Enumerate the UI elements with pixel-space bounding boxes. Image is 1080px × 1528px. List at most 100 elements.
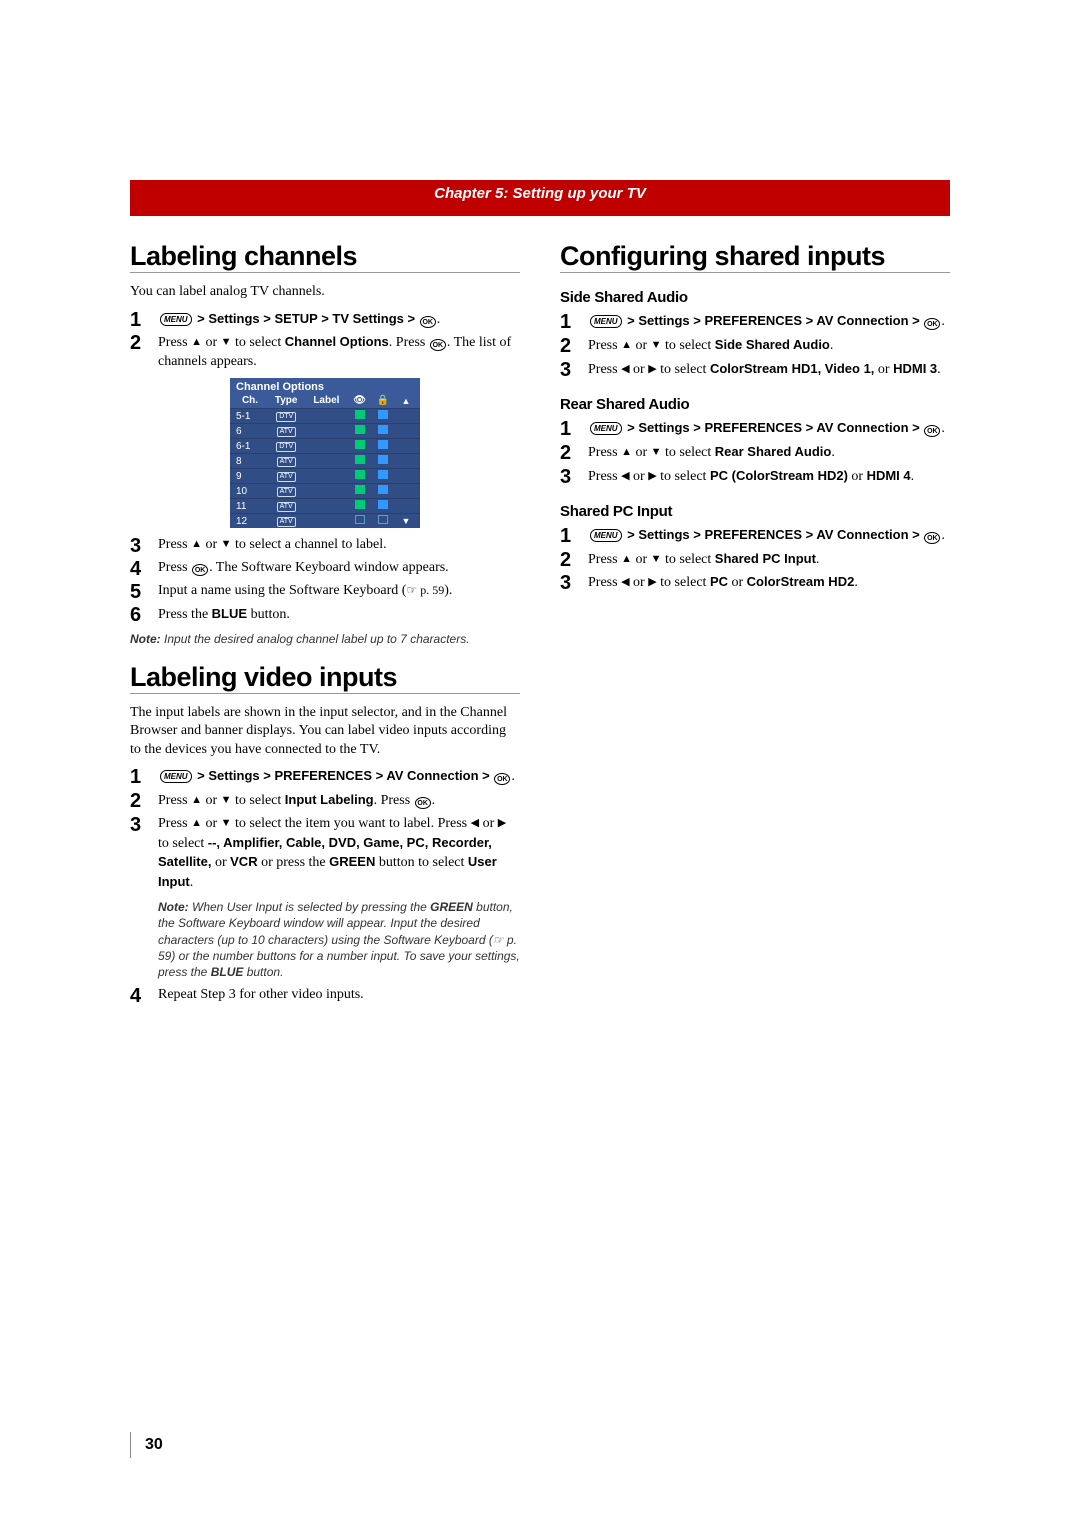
t: Press (588, 552, 621, 567)
ok-icon: OK (924, 532, 940, 544)
left-icon: ◀ (621, 363, 629, 375)
page-ref: ☞ p. 59 (406, 583, 444, 597)
ok-icon: OK (415, 797, 431, 809)
right-column: Configuring shared inputs Side Shared Au… (560, 242, 950, 1011)
note-label: Note: (130, 632, 161, 646)
t: Press (158, 335, 191, 350)
step: Press ▲ or ▼ to select the item you want… (130, 815, 520, 894)
steps-list: MENU > Settings > SETUP > TV Settings > … (130, 310, 520, 373)
option: PC (ColorStream HD2) (710, 468, 848, 483)
t: Repeat Step 3 for other video inputs. (158, 987, 364, 1002)
cell-check (352, 515, 368, 527)
col-header: Label (308, 395, 344, 406)
t: Press (588, 445, 621, 460)
cell-type: ATV (271, 485, 301, 497)
t: . (816, 552, 820, 567)
t: ). (444, 583, 452, 598)
col-header: Type (271, 395, 301, 406)
cell-check (352, 485, 368, 497)
t: or (728, 575, 747, 590)
step: MENU > Settings > PREFERENCES > AV Conne… (560, 419, 950, 439)
note-text: Input the desired analog channel label u… (161, 632, 470, 646)
ok-icon: OK (924, 318, 940, 330)
t: Press (158, 793, 191, 808)
subsection-heading: Shared PC Input (560, 503, 950, 520)
ok-icon: OK (430, 339, 446, 351)
table-row: 6ATV (230, 423, 420, 438)
steps-list: MENU > Settings > PREFERENCES > AV Conne… (130, 767, 520, 893)
cell-check (352, 455, 368, 467)
cell-check (375, 440, 391, 452)
right-icon: ▶ (648, 470, 656, 482)
t: button to select (375, 855, 468, 870)
table-row: 11ATV (230, 498, 420, 513)
menu-icon: MENU (590, 529, 622, 542)
option: HDMI 4 (867, 468, 911, 483)
menu-option: Side Shared Audio (715, 337, 830, 352)
t: . The Software Keyboard window appears. (209, 560, 449, 575)
table-body: 5-1DTV6ATV6-1DTV8ATV9ATV10ATV11ATV12ATV▼ (230, 408, 420, 528)
option: PC (710, 574, 728, 589)
steps-list: Repeat Step 3 for other video inputs. (130, 986, 520, 1005)
section-heading: Configuring shared inputs (560, 242, 950, 273)
up-icon: ▲ (621, 339, 632, 351)
t: to select (657, 575, 710, 590)
menu-icon: MENU (160, 313, 192, 326)
page: Chapter 5: Setting up your TV Labeling c… (0, 0, 1080, 1528)
up-icon: ▲ (191, 817, 202, 829)
menu-option: Rear Shared Audio (715, 444, 832, 459)
cell-check (352, 410, 368, 422)
chapter-title: Chapter 5: Setting up your TV (130, 185, 950, 202)
t: to select a channel to label. (232, 537, 387, 552)
step: Press ▲ or ▼ to select Input Labeling. P… (130, 791, 520, 811)
cell-type: ATV (271, 500, 301, 512)
table-row: 9ATV (230, 468, 420, 483)
cell-check (352, 470, 368, 482)
steps-list: Press ▲ or ▼ to select a channel to labe… (130, 536, 520, 625)
table-row: 10ATV (230, 483, 420, 498)
table-header: Ch. Type Label 👁 🔒 ▲ (230, 395, 420, 408)
t: or (479, 816, 498, 831)
t: to select (232, 335, 285, 350)
step: Press ▲ or ▼ to select Side Shared Audio… (560, 336, 950, 356)
left-column: Labeling channels You can label analog T… (130, 242, 520, 1011)
t: to select (662, 445, 715, 460)
t: . Press (389, 335, 429, 350)
t: Press (588, 338, 621, 353)
up-icon: ▲ (191, 538, 202, 550)
green-button-label: GREEN (329, 854, 375, 869)
right-icon: ▶ (648, 363, 656, 375)
t: or (630, 575, 649, 590)
t: to select the item you want to label. Pr… (232, 816, 471, 831)
down-icon: ▼ (651, 339, 662, 351)
t: Press (158, 816, 191, 831)
scroll-up-icon: ▲ (398, 396, 414, 406)
step: MENU > Settings > PREFERENCES > AV Conne… (560, 312, 950, 332)
lock-icon: 🔒 (375, 395, 391, 406)
nav-path: > Settings > PREFERENCES > AV Connection… (624, 313, 924, 328)
t: to select (232, 793, 285, 808)
columns: Labeling channels You can label analog T… (130, 242, 950, 1011)
option: HDMI 3 (893, 361, 937, 376)
t: or press the (258, 855, 330, 870)
subsection-heading: Rear Shared Audio (560, 396, 950, 413)
up-icon: ▲ (621, 553, 632, 565)
page-number: 30 (130, 1432, 163, 1458)
t: . (190, 875, 194, 890)
t: or (202, 816, 221, 831)
t: button. (247, 607, 290, 622)
ok-icon: OK (420, 316, 436, 328)
steps-list: MENU > Settings > PREFERENCES > AV Conne… (560, 419, 950, 487)
t: to select (657, 469, 710, 484)
nav-path: > Settings > SETUP > TV Settings > (194, 311, 419, 326)
cell-type: ATV (271, 515, 301, 527)
cell-ch: 6 (236, 426, 264, 437)
t: . (830, 338, 834, 353)
note: Note: Input the desired analog channel l… (130, 631, 520, 647)
t: . (911, 469, 915, 484)
ok-icon: OK (192, 564, 208, 576)
left-icon: ◀ (621, 470, 629, 482)
blue-button-label: BLUE (212, 606, 247, 621)
t: When User Input is selected by pressing … (189, 900, 430, 914)
t: Press (588, 362, 621, 377)
